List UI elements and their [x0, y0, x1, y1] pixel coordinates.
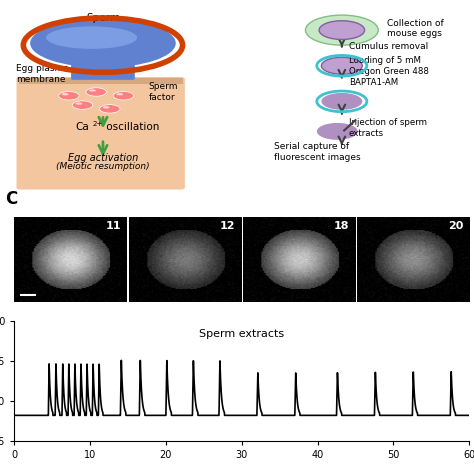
Ellipse shape — [72, 101, 93, 109]
Text: 12: 12 — [219, 221, 235, 231]
Ellipse shape — [321, 57, 362, 74]
FancyBboxPatch shape — [71, 50, 135, 80]
Ellipse shape — [103, 106, 109, 109]
Ellipse shape — [86, 88, 106, 96]
Ellipse shape — [30, 19, 176, 68]
Ellipse shape — [321, 93, 362, 110]
Ellipse shape — [89, 90, 96, 91]
Text: Sperm
factor: Sperm factor — [148, 82, 178, 102]
Text: Sperm extracts: Sperm extracts — [199, 328, 284, 338]
Bar — [19, 78, 182, 84]
Text: Egg activation: Egg activation — [68, 153, 138, 163]
Ellipse shape — [59, 91, 79, 100]
Text: Serial capture of
fluorescent images: Serial capture of fluorescent images — [273, 142, 360, 162]
Text: Collection of
mouse eggs: Collection of mouse eggs — [387, 18, 444, 38]
Text: Egg plasma
membrane: Egg plasma membrane — [17, 64, 69, 84]
Text: C: C — [5, 190, 17, 208]
Ellipse shape — [319, 21, 365, 39]
Text: Ca: Ca — [76, 122, 90, 132]
Text: 2+: 2+ — [92, 121, 103, 127]
Text: Sperm: Sperm — [86, 13, 120, 23]
Text: 11: 11 — [105, 221, 121, 231]
Text: Loading of 5 mM
Oregon Green 488
BAPTA1-AM: Loading of 5 mM Oregon Green 488 BAPTA1-… — [349, 56, 428, 87]
Text: 20: 20 — [448, 221, 464, 231]
Ellipse shape — [100, 105, 120, 113]
Text: 18: 18 — [334, 221, 349, 231]
Text: Injection of sperm
extracts: Injection of sperm extracts — [349, 118, 427, 137]
Ellipse shape — [113, 91, 134, 100]
Ellipse shape — [46, 27, 137, 49]
Text: oscillation: oscillation — [103, 122, 159, 132]
Ellipse shape — [305, 15, 378, 45]
Ellipse shape — [317, 123, 358, 140]
Text: (Meiotic resumption): (Meiotic resumption) — [56, 162, 150, 171]
Ellipse shape — [62, 93, 69, 95]
Text: Cumulus removal: Cumulus removal — [349, 42, 428, 51]
FancyBboxPatch shape — [17, 77, 185, 190]
Ellipse shape — [75, 102, 82, 105]
Ellipse shape — [117, 93, 123, 95]
